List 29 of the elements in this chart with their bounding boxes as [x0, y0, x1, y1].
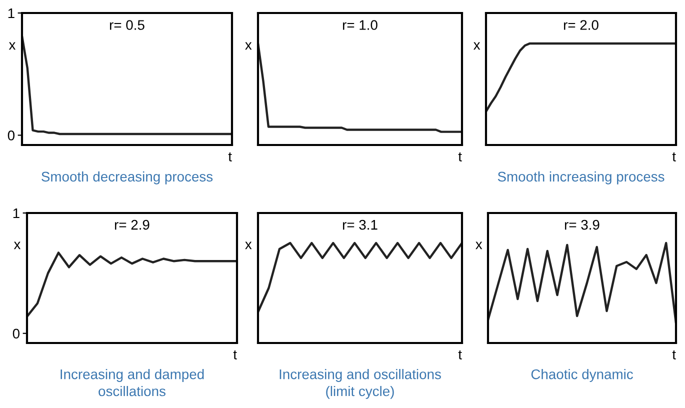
- line-series: [22, 35, 232, 136]
- x-axis-title: t: [672, 152, 676, 162]
- y-axis-title: x: [14, 242, 21, 250]
- x-axis-title: t: [458, 350, 462, 360]
- chart-title: r= 2.0: [564, 20, 598, 30]
- x-axis-title: t: [228, 152, 232, 162]
- y-axis-title: x: [474, 42, 480, 50]
- x-axis-title: t: [458, 152, 462, 162]
- chart-title: r= 1.0: [342, 20, 378, 30]
- y-tick-label: 0: [8, 130, 15, 140]
- text: Smooth decreasing process: [42, 171, 213, 184]
- text: Chaotic dynamic: [531, 369, 633, 382]
- text: Increasing and damped oscillations: [60, 369, 204, 396]
- y-tick-label: 0: [12, 328, 20, 339]
- line-series: [27, 252, 237, 318]
- x-axis-title: t: [233, 350, 237, 360]
- text: Increasing and oscillations (limit cycle): [280, 369, 441, 399]
- y-axis-title: x: [245, 242, 252, 250]
- text: Smooth increasing process: [498, 171, 664, 184]
- chart-title: r= 3.1: [342, 220, 378, 230]
- y-tick-label: 1: [8, 8, 14, 18]
- y-axis-title: x: [245, 42, 252, 50]
- chart-title: r= 2.9: [114, 220, 150, 230]
- x-axis-title: t: [672, 350, 676, 360]
- y-tick-label: 1: [13, 208, 20, 218]
- chart-title: r= 0.5: [110, 20, 144, 30]
- chart-title: r= 3.9: [564, 220, 600, 230]
- y-axis-title: x: [476, 242, 482, 250]
- y-axis-title: x: [8, 42, 16, 50]
